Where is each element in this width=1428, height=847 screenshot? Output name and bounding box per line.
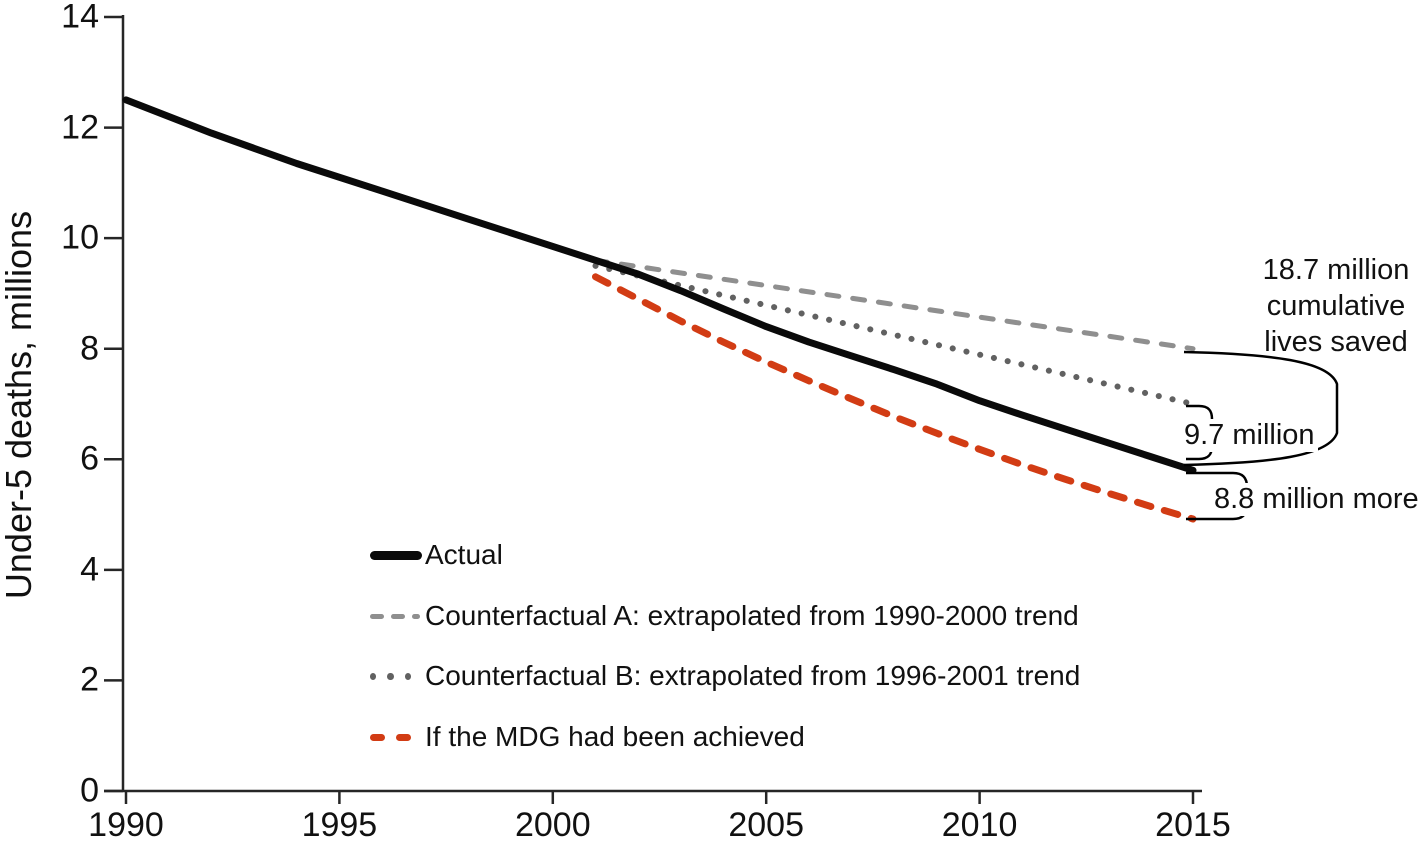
legend-item-mdg: If the MDG had been achieved — [370, 719, 805, 755]
annotation-line: lives saved — [1264, 326, 1408, 358]
legend-item-actual: Actual — [370, 537, 503, 573]
y-tick-label: 2 — [80, 660, 99, 699]
legend-label-counterfactual-a: Counterfactual A: extrapolated from 1990… — [425, 600, 1079, 631]
x-tick-label: 2010 — [941, 806, 1018, 844]
x-tick-label: 2015 — [1155, 806, 1231, 844]
y-tick-label: 8 — [80, 329, 99, 368]
y-tick-label: 14 — [61, 0, 99, 36]
legend-label-mdg: If the MDG had been achieved — [425, 721, 805, 752]
annotation-lives-saved: 18.7 million cumulative lives saved — [1248, 252, 1424, 360]
annotation-9-7-million: 9.7 million — [1181, 419, 1318, 452]
annotation-line: 18.7 million — [1262, 254, 1410, 286]
axes — [104, 15, 1202, 804]
counterfactual-b-line — [592, 262, 1196, 407]
y-tick-label: 12 — [61, 108, 99, 147]
legend-label-counterfactual-b: Counterfactual B: extrapolated from 1996… — [425, 660, 1081, 691]
dotted-gray-line-swatch-icon — [370, 672, 422, 680]
x-tick-label: 1990 — [88, 806, 164, 844]
legend-label-actual: Actual — [425, 539, 503, 570]
legend-item-counterfactual-a: Counterfactual A: extrapolated from 1990… — [370, 598, 1079, 634]
legend-item-counterfactual-b: Counterfactual B: extrapolated from 1996… — [370, 658, 1080, 694]
actual-line — [122, 96, 1197, 474]
dashed-red-line-swatch-icon — [370, 733, 422, 741]
mdg-line — [592, 273, 1197, 523]
y-tick-label: 10 — [61, 218, 99, 257]
actual-line-swatch-icon — [370, 550, 422, 560]
y-tick-label: 0 — [80, 771, 99, 810]
x-tick-label: 2005 — [728, 806, 805, 844]
bracket-lives-saved — [1183, 350, 1339, 467]
y-tick-label: 6 — [80, 439, 99, 478]
x-tick-label: 2000 — [514, 806, 591, 844]
series-lines — [122, 96, 1197, 523]
dashed-gray-line-swatch-icon — [370, 613, 422, 619]
y-tick-label: 4 — [80, 550, 99, 589]
counterfactual-a-line — [593, 257, 1196, 352]
x-tick-label: 1995 — [301, 806, 378, 844]
annotation-8-8-million-more: 8.8 million more — [1211, 483, 1422, 516]
annotation-line: cumulative — [1266, 290, 1406, 322]
